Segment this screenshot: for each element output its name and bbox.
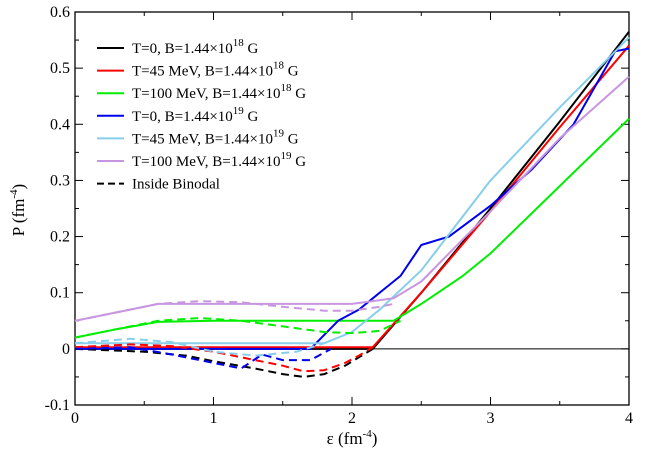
x-tick-label: 2 [348,410,356,427]
x-tick-label: 0 [71,410,79,427]
legend-label: T=0, B=1.44×1018 G [132,37,259,57]
series-line-dashed-7 [74,343,374,373]
legend-label: T=0, B=1.44×1019 G [132,105,259,125]
legend-label: T=45 MeV, B=1.44×1019 G [132,127,299,147]
series-line-4 [75,36,630,345]
plot-area: 0 1 2 3 4-0.100.10.20.30.40.50.6 [45,4,633,427]
x-tick-label: 4 [625,410,633,427]
series-line-dashed-9 [74,346,332,370]
legend-label: T=100 MeV, B=1.44×1018 G [132,82,306,102]
series-line-dashed-8 [74,317,401,339]
y-axis-title: P (fm-4) [8,184,28,236]
y-tick-label: 0.5 [50,60,70,77]
y-tick-label: 0.1 [50,285,70,302]
axis-ticks: 0 1 2 3 4-0.100.10.20.30.40.50.6 [45,4,633,427]
series-line-dashed-11 [74,300,394,322]
y-tick-label: 0.4 [50,116,70,133]
y-tick-label: 0 [62,341,70,358]
y-tick-label: 0.2 [50,229,70,246]
series-line-2 [74,117,630,339]
legend-label: T=100 MeV, B=1.44×1019 G [132,150,306,170]
legend: T=0, B=1.44×1018 G T=45 MeV, B=1.44×1018 … [97,37,306,193]
x-tick-label: 1 [210,410,218,427]
y-tick-label: -0.1 [45,397,70,414]
x-axis-title: ε (fm-4) [327,428,378,448]
y-tick-label: 0.6 [50,4,70,21]
series-line-dashed-10 [74,337,325,357]
y-tick-label: 0.3 [50,172,70,189]
x-tick-label: 3 [487,410,495,427]
legend-label: Inside Binodal [132,177,220,193]
series-group [74,31,630,378]
legend-label: T=45 MeV, B=1.44×1018 G [132,60,299,80]
